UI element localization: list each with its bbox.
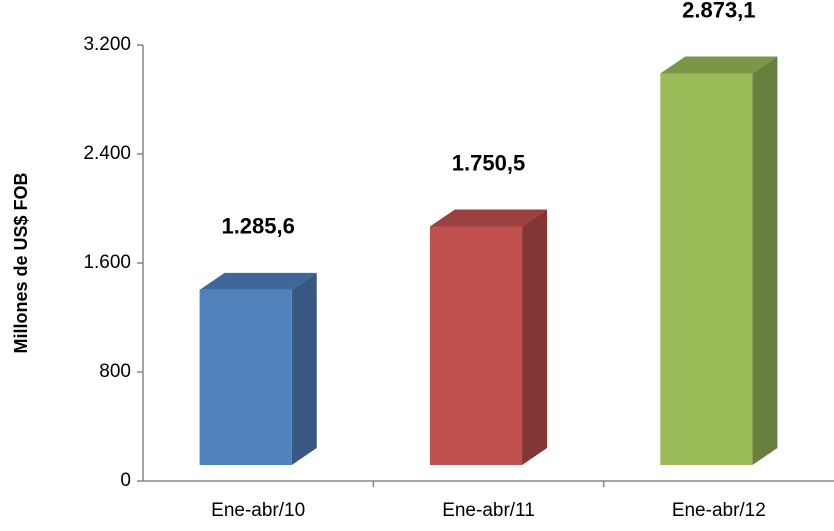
bar-side — [291, 272, 317, 465]
y-tick-label: 3.200 — [83, 34, 131, 55]
bar — [429, 226, 523, 465]
y-tick-label: 1.600 — [83, 252, 131, 273]
x-tick-label: Ene-abr/11 — [442, 500, 535, 521]
bar — [199, 289, 292, 465]
value-label: 1.285,6 — [221, 214, 294, 239]
y-tick-label: 2.400 — [83, 143, 131, 164]
y-tick-label: 0 — [120, 470, 131, 491]
y-axis-label: Millones de US$ FOB — [11, 172, 31, 353]
value-label: 1.750,5 — [452, 150, 525, 175]
bar-side — [522, 209, 548, 465]
bar-top — [660, 56, 778, 74]
value-label: 2.873,1 — [682, 0, 755, 22]
bar — [660, 73, 753, 465]
x-tick-label: Ene-abr/10 — [211, 500, 305, 521]
bar-side — [752, 56, 778, 465]
y-tick-label: 800 — [99, 361, 131, 382]
bar-top — [199, 272, 317, 290]
x-tick-label: Ene-abr/12 — [672, 500, 766, 521]
bar-top — [429, 209, 548, 227]
